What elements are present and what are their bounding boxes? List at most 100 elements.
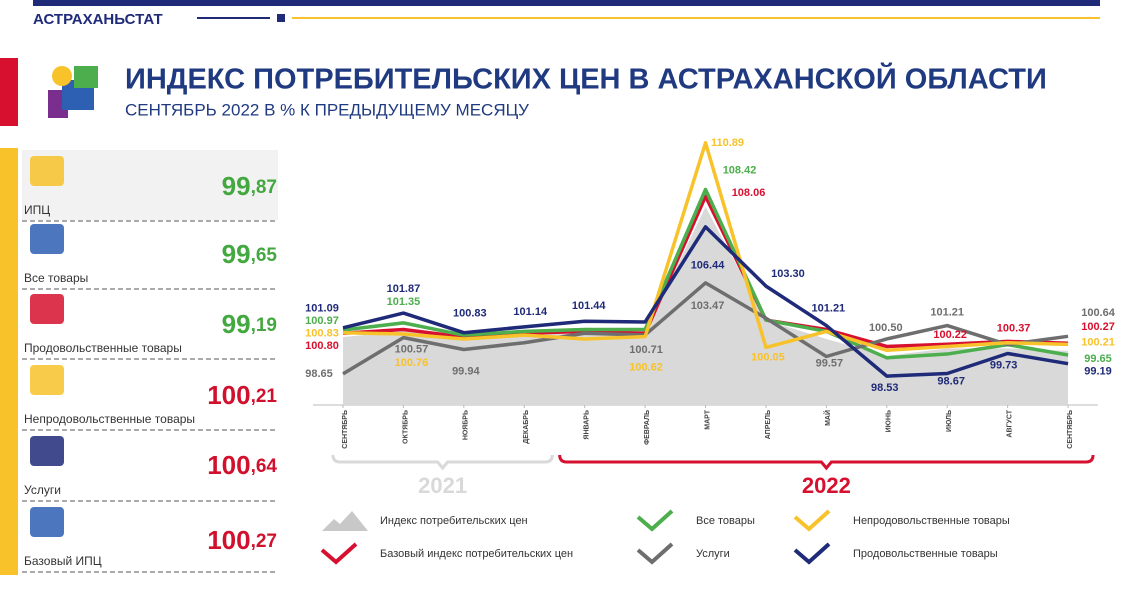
legend-label: Базовый индекс потребительских цен [380,548,573,560]
x-tick-label: ФЕВРАЛЬ [644,410,651,445]
top-bar [33,0,1100,6]
indicator-icon [30,507,64,537]
indicator-value: 100,64 [207,450,277,480]
value-label: 98.53 [871,382,899,394]
legend-label: Продовольственные товары [853,548,998,560]
value-label: 99.94 [452,365,480,377]
indicator-label: Непродовольственные товары [24,412,195,426]
indicator-label: Все товары [24,271,88,285]
value-label: 100.83 [305,328,339,340]
value-fraction: ,27 [251,531,277,552]
line [342,281,1069,376]
value-label: 101.14 [513,306,548,318]
indicator-value: 99,87 [222,171,277,201]
value-label: 108.06 [732,187,766,199]
line [342,187,1069,360]
indicator-label: Услуги [24,483,61,497]
value-label: 110.89 [711,137,744,149]
subtitle: СЕНТЯБРЬ 2022 В % К ПРЕДЫДУЩЕМУ МЕСЯЦУ [125,100,529,119]
value-whole: 99 [222,309,251,339]
value-label: 101.09 [305,303,339,315]
value-label: 100.50 [869,322,903,334]
value-fraction: ,87 [251,177,277,198]
value-label: 101.35 [387,296,421,308]
indicator-value: 99,65 [222,239,278,269]
title: ИНДЕКС ПОТРЕБИТЕЛЬСКИХ ЦЕН В АСТРАХАНСКО… [125,62,1047,96]
value-whole: 99 [222,239,251,269]
indicator-icon [30,436,64,466]
indicator-label: Продовольственные товары [24,341,182,355]
x-tick-label: АПРЕЛЬ [765,410,772,439]
year-bracket [558,454,1095,471]
x-tick-label: НОЯБРЬ [463,410,470,440]
indicator-icon [30,294,64,324]
indicator-icon [30,365,64,395]
value-label: 103.47 [691,300,725,312]
value-whole: 99 [222,171,251,201]
value-fraction: ,21 [251,386,278,407]
indicator-icon [30,156,64,186]
value-label: 98.67 [937,375,965,387]
indicator-value: 99,19 [222,309,277,339]
value-label: 101.44 [572,300,607,312]
value-label: 100.57 [395,344,429,356]
value-fraction: ,19 [251,315,277,336]
legend-label: Непродовольственные товары [853,515,1010,527]
x-tick-label: ЯНВАРЬ [584,410,591,440]
indicator-value: 100,27 [207,525,277,555]
value-label: 99.57 [816,357,844,369]
value-label: 103.30 [771,268,805,280]
year-label: 2022 [802,473,851,498]
rule-square [277,14,285,22]
indicator-value: 100,21 [207,380,277,410]
legend-icon [793,542,831,565]
value-label: 99.65 [1084,353,1112,365]
value-label: 100.05 [751,351,785,363]
value-label: 100.76 [395,357,429,369]
value-label: 100.27 [1081,321,1115,333]
value-label: 100.64 [1081,307,1116,319]
value-whole: 100 [207,380,250,410]
x-tick-label: АВГУСТ [1006,409,1013,437]
accent [0,148,18,575]
x-tick-label: МАЙ [823,410,832,426]
line [342,141,1069,353]
indicator-label: ИПЦ [24,203,50,217]
legend-icon [320,542,358,565]
value-label: 108.42 [723,164,757,176]
year-label: 2021 [418,473,467,498]
value-fraction: ,65 [251,245,278,266]
value-label: 101.21 [930,306,964,318]
x-tick-label: ИЮЛЬ [946,410,953,432]
title-icon [48,66,98,118]
value-whole: 100 [207,525,250,555]
org: АСТРАХАНЬСТАТ [33,11,163,28]
value-label: 100.80 [305,340,339,352]
x-tick-label: ОКТЯБРЬ [402,410,409,444]
year-bracket [331,454,554,471]
value-label: 101.87 [387,283,421,295]
x-tick-label: ИЮНЬ [886,410,893,432]
value-label: 98.65 [305,368,333,380]
value-whole: 100 [207,450,250,480]
x-tick-label: СЕНТЯБРЬ [342,410,349,449]
x-tick-label: ДЕКАБРЬ [523,410,530,444]
value-label: 100.21 [1081,336,1115,348]
legend-icon [636,542,674,565]
value-label: 101.21 [812,302,846,314]
x-tick-label: СЕНТЯБРЬ [1067,410,1074,449]
x-tick-label: МАРТ [704,409,711,429]
value-label: 100.62 [629,362,663,374]
legend-label: Услуги [696,548,730,560]
value-label: 99.19 [1084,366,1112,378]
value-fraction: ,64 [251,456,278,477]
indicator-icon [30,224,64,254]
line [342,225,1069,378]
area [343,206,1069,405]
legend-label: Все товары [696,515,755,527]
legend-icon [636,509,674,532]
indicator-label: Базовый ИПЦ [24,554,102,568]
value-label: 100.71 [629,344,663,356]
value-label: 99.73 [990,359,1018,371]
